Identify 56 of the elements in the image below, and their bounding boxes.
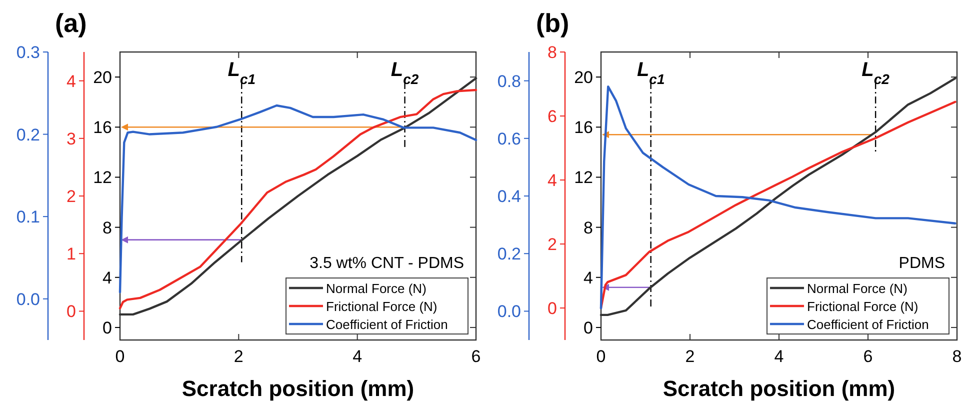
- annotation: PDMS: [898, 255, 945, 272]
- chart-title: (b): [536, 8, 570, 38]
- y3-tick-label: 0.0: [497, 302, 521, 322]
- x-tick-label: 6: [471, 347, 481, 366]
- y-tick-label: 12: [574, 168, 593, 188]
- y-tick-label: 16: [574, 118, 593, 138]
- y2-tick-label: 0: [548, 299, 557, 318]
- y2-tick-label: 6: [548, 107, 557, 126]
- y3-tick-label: 0.1: [16, 208, 40, 227]
- legend-label: Normal Force (N): [326, 281, 426, 296]
- y2-tick-label: 3: [66, 129, 76, 148]
- y-tick-label: 4: [102, 268, 112, 288]
- y-tick-label: 0: [584, 318, 593, 338]
- y3-tick-label: 0.2: [497, 244, 521, 264]
- annotation: 3.5 wt% CNT - PDMS: [310, 255, 464, 272]
- y-tick-label: 4: [584, 268, 593, 288]
- legend-label: Frictional Force (N): [326, 299, 438, 314]
- x-tick-label: 0: [115, 347, 125, 366]
- ref-line-label: L$_{c1}$: [228, 59, 256, 87]
- y3-tick-label: 0.3: [16, 43, 40, 62]
- legend-label: Normal Force (N): [807, 281, 908, 296]
- y-tick-label: 8: [584, 218, 593, 238]
- y-tick-label: 20: [574, 68, 593, 88]
- x-tick-label: 6: [863, 347, 873, 366]
- y-tick-label: 20: [93, 68, 112, 88]
- y3-tick-label: 0.4: [497, 187, 521, 206]
- x-axis-title: Scratch position (mm): [662, 376, 896, 401]
- y-tick-label: 0: [102, 318, 112, 338]
- y2-tick-label: 4: [66, 72, 76, 91]
- legend-label: Coefficient of Friction: [326, 317, 448, 332]
- chart-title: (a): [55, 8, 87, 38]
- y2-tick-label: 2: [548, 235, 557, 254]
- y3-tick-label: 0.6: [497, 129, 521, 148]
- x-tick-label: 8: [952, 347, 962, 366]
- y-tick-label: 16: [93, 118, 112, 138]
- y3-tick-label: 0.8: [497, 72, 521, 91]
- y3-tick-label: 0.0: [16, 290, 40, 309]
- legend-label: Coefficient of Friction: [807, 317, 929, 332]
- legend-label: Frictional Force (N): [807, 299, 918, 314]
- ref-line-label: L$_{c2}$: [862, 59, 890, 87]
- x-tick-label: 2: [234, 347, 244, 366]
- x-tick-label: 0: [596, 347, 606, 366]
- y2-tick-label: 1: [66, 244, 76, 264]
- y2-tick-label: 8: [548, 43, 557, 62]
- y2-tick-label: 0: [66, 302, 76, 322]
- ref-line-label: L$_{c2}$: [390, 59, 419, 87]
- y-tick-label: 8: [102, 218, 112, 238]
- x-tick-label: 2: [685, 347, 695, 366]
- x-tick-label: 4: [774, 347, 784, 366]
- y2-tick-label: 4: [548, 171, 557, 190]
- y2-tick-label: 2: [66, 187, 76, 206]
- x-tick-label: 4: [352, 347, 362, 366]
- x-axis-title: Scratch position (mm): [182, 376, 414, 401]
- y-tick-label: 12: [93, 168, 112, 188]
- y3-tick-label: 0.2: [16, 125, 40, 144]
- ref-line-label: L$_{c1}$: [636, 59, 665, 87]
